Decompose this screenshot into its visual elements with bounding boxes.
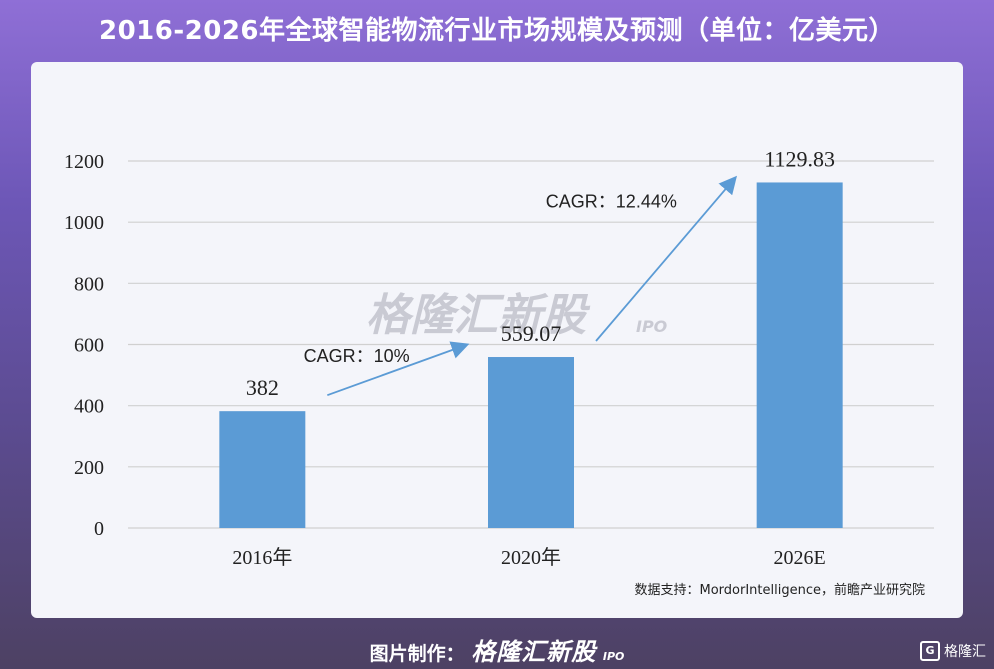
source-note: 数据支持：MordorIntelligence，前瞻产业研究院 — [634, 583, 925, 598]
cagr-label: CAGR：10% — [304, 346, 410, 366]
y-tick-label: 400 — [74, 396, 104, 418]
data-label: 559.07 — [501, 321, 562, 346]
bar-chart: 0 200 400 600 800 1000 1200 格隆汇新股 IPO 382 2016年… — [64, 146, 934, 569]
x-tick-label: 2016年 — [232, 546, 292, 569]
footer-label: 图片制作： — [369, 643, 465, 665]
y-tick-label: 1200 — [64, 151, 104, 173]
y-tick-label: 200 — [74, 457, 104, 479]
data-label: 1129.83 — [764, 146, 835, 171]
y-tick-label: 800 — [74, 273, 104, 295]
cagr-arrow — [327, 341, 470, 397]
watermark: 格隆汇新股 IPO — [366, 290, 668, 341]
logo-text: 格隆汇 — [944, 644, 986, 660]
corner-logo: G 格隆汇 — [920, 641, 986, 661]
bar — [756, 182, 843, 528]
footer: 图片制作： 格隆汇新股 IPO — [0, 632, 994, 667]
chart-card: 0 200 400 600 800 1000 1200 格隆汇新股 IPO 382 2016年… — [31, 62, 963, 618]
logo-icon: G — [920, 641, 940, 661]
x-tick-label: 2026E — [774, 547, 826, 569]
cagr-arrow — [595, 175, 738, 342]
bar — [219, 411, 306, 528]
cagr-label: CAGR：12.44% — [546, 192, 677, 212]
y-tick-label: 1000 — [64, 212, 104, 234]
bar — [488, 357, 574, 528]
y-tick-label: 0 — [94, 518, 104, 540]
footer-brand: 格隆汇新股 — [471, 638, 597, 666]
y-tick-label: 600 — [74, 335, 104, 357]
watermark-sub: IPO — [636, 317, 668, 336]
watermark-text: 格隆汇新股 — [366, 290, 591, 341]
footer-ipo: IPO — [602, 650, 625, 663]
chart-title: 2016-2026年全球智能物流行业市场规模及预测（单位：亿美元） — [98, 16, 896, 46]
x-tick-label: 2020年 — [501, 546, 561, 569]
data-label: 382 — [246, 375, 279, 400]
